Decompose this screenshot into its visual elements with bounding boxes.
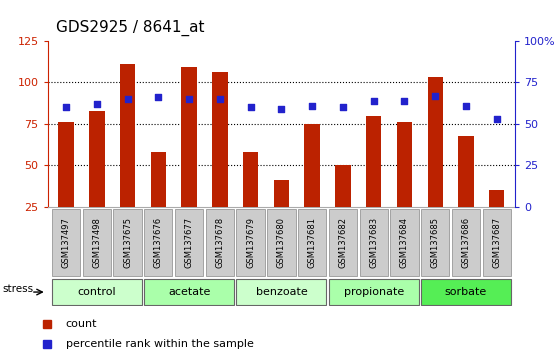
Text: control: control [77,287,116,297]
Text: GSM137684: GSM137684 [400,217,409,268]
Bar [390,209,419,276]
Text: GSM137687: GSM137687 [492,217,501,268]
Point [400,98,409,103]
Text: GSM137497: GSM137497 [62,217,71,268]
Bar [144,279,234,306]
Text: GSM137686: GSM137686 [461,217,470,268]
Bar [483,209,511,276]
Text: GSM137685: GSM137685 [431,217,440,268]
Text: GSM137678: GSM137678 [216,217,225,268]
Text: GSM137675: GSM137675 [123,217,132,268]
Point [431,93,440,98]
Bar [175,209,203,276]
Text: GSM137676: GSM137676 [154,217,163,268]
Text: benzoate: benzoate [255,287,307,297]
Text: GDS2925 / 8641_at: GDS2925 / 8641_at [56,19,204,36]
Bar [421,209,449,276]
Text: percentile rank within the sample: percentile rank within the sample [66,339,254,349]
Text: GSM137679: GSM137679 [246,217,255,268]
Bar [267,209,296,276]
Bar [181,67,197,249]
Bar [236,279,326,306]
Text: GSM137498: GSM137498 [92,217,101,268]
Text: GSM137682: GSM137682 [338,217,347,268]
Bar [421,279,511,306]
Bar [360,209,388,276]
Point [123,96,132,102]
Bar [120,64,136,249]
Text: GSM137680: GSM137680 [277,217,286,268]
Point [338,104,347,110]
Bar [329,279,419,306]
Text: sorbate: sorbate [445,287,487,297]
Text: GSM137681: GSM137681 [307,217,316,268]
Bar [52,279,142,306]
Bar [243,152,258,249]
Bar [236,209,265,276]
Text: count: count [66,319,97,329]
Bar [452,209,480,276]
Point [185,96,194,102]
Bar [52,209,80,276]
Bar [397,122,412,249]
Bar [329,209,357,276]
Text: stress: stress [2,284,34,294]
Bar [489,190,505,249]
Bar [335,166,351,249]
Point [492,116,501,122]
Point [246,104,255,110]
Point [62,104,71,110]
Bar [151,152,166,249]
Bar [458,136,474,249]
Bar [212,72,227,249]
Bar [305,124,320,249]
Bar [89,110,105,249]
Bar [206,209,234,276]
Point [216,96,225,102]
Bar [366,115,381,249]
Bar [58,122,74,249]
Point [92,101,101,107]
Bar [427,77,443,249]
Bar [298,209,326,276]
Point [461,103,470,108]
Text: acetate: acetate [168,287,211,297]
Bar [274,181,289,249]
Text: propionate: propionate [344,287,404,297]
Text: GSM137677: GSM137677 [185,217,194,268]
Point [307,103,316,108]
Point [369,98,378,103]
Bar [144,209,172,276]
Text: GSM137683: GSM137683 [369,217,378,268]
Bar [114,209,142,276]
Point [154,95,163,100]
Point [277,106,286,112]
Bar [83,209,111,276]
